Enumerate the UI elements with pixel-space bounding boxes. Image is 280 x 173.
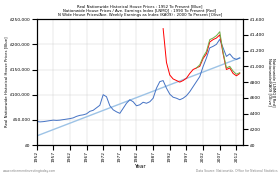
Y-axis label: Nationwide [LNMQ][Red]
Nationwide/KA09 [Olive]: Nationwide [LNMQ][Red] Nationwide/KA09 […	[267, 58, 276, 106]
Y-axis label: Real Nationwide Historical House Prices [Blue]: Real Nationwide Historical House Prices …	[4, 37, 8, 128]
Text: Data Source: Nationwide, Office for National Statistics: Data Source: Nationwide, Office for Nati…	[195, 169, 277, 173]
X-axis label: Year: Year	[134, 164, 146, 169]
Text: www.retirementinvestingtoday.com: www.retirementinvestingtoday.com	[3, 169, 56, 173]
Title: Real Nationwide Historical House Prices : 1952 To Present [Blue]
Nationwide Hous: Real Nationwide Historical House Prices …	[58, 4, 222, 17]
